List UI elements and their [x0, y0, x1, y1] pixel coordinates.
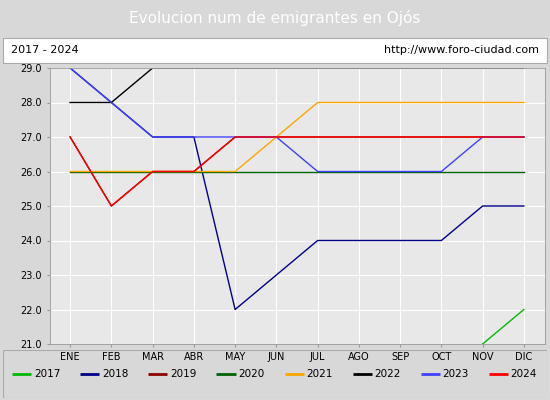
Text: 2021: 2021 [306, 369, 333, 379]
Text: 2020: 2020 [238, 369, 265, 379]
Text: 2024: 2024 [510, 369, 537, 379]
Text: 2019: 2019 [170, 369, 196, 379]
Text: 2017 - 2024: 2017 - 2024 [11, 45, 79, 55]
Text: 2022: 2022 [375, 369, 401, 379]
Text: 2023: 2023 [442, 369, 469, 379]
Text: 2017: 2017 [34, 369, 60, 379]
Bar [3, 38, 547, 62]
Text: Evolucion num de emigrantes en Ojós: Evolucion num de emigrantes en Ojós [129, 10, 421, 26]
Text: 2018: 2018 [102, 369, 129, 379]
Text: http://www.foro-ciudad.com: http://www.foro-ciudad.com [384, 45, 539, 55]
